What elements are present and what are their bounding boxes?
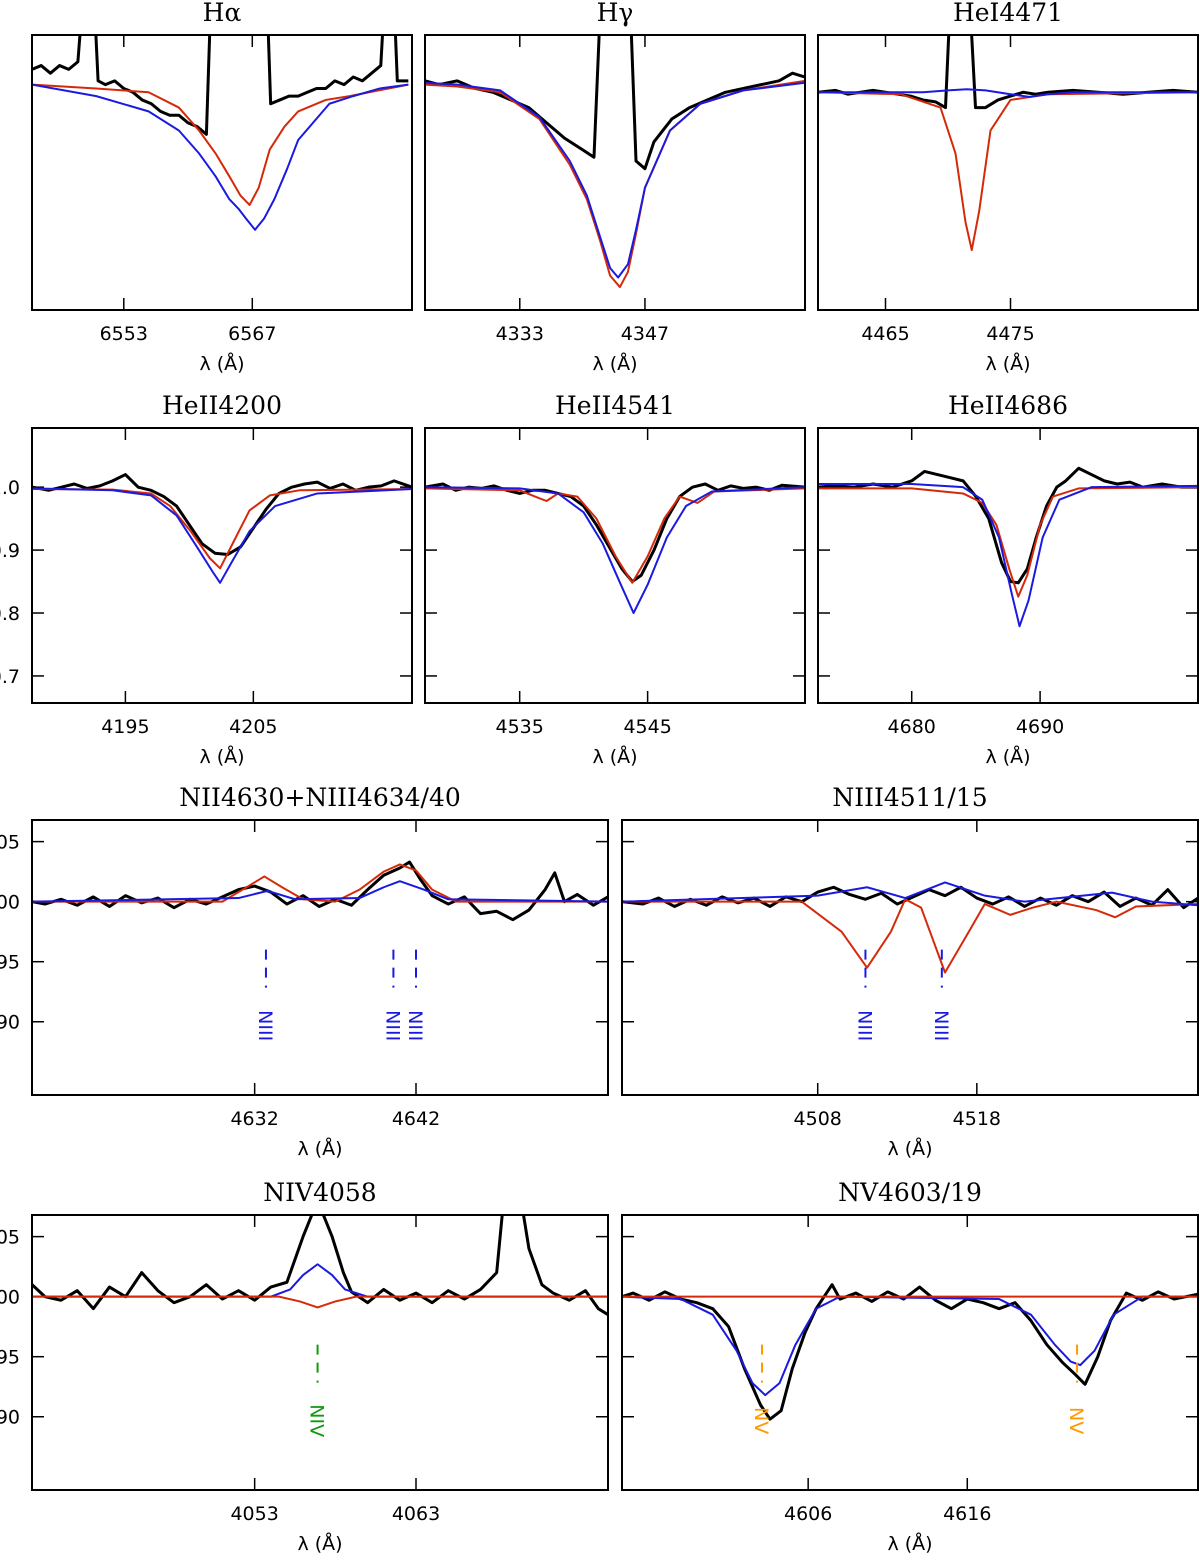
spectrum-line bbox=[32, 1295, 608, 1309]
x-tick-label: 4690 bbox=[1016, 716, 1064, 738]
x-tick-label: 4347 bbox=[621, 323, 669, 345]
plot-frame bbox=[817, 427, 1199, 704]
x-tick-label: 4063 bbox=[392, 1503, 440, 1525]
line-label: NIII bbox=[853, 1010, 875, 1041]
spectrum-line bbox=[32, 35, 409, 136]
x-tick-label: 4475 bbox=[986, 323, 1034, 345]
spectrum-line bbox=[32, 880, 608, 903]
x-axis-label: λ (Å) bbox=[199, 745, 244, 768]
y-tick-label: 0.7 bbox=[0, 666, 20, 688]
spectrum-line bbox=[32, 83, 409, 231]
x-tick-label: 4632 bbox=[230, 1108, 278, 1130]
x-axis-label: λ (Å) bbox=[985, 352, 1030, 375]
x-axis-label: λ (Å) bbox=[297, 1532, 342, 1555]
x-axis-label: λ (Å) bbox=[592, 352, 637, 375]
x-tick-label: 4205 bbox=[229, 716, 277, 738]
spectrum-line bbox=[32, 488, 412, 570]
x-tick-label: 4518 bbox=[953, 1108, 1001, 1130]
x-tick-label: 4053 bbox=[230, 1503, 278, 1525]
x-tick-label: 6553 bbox=[100, 323, 148, 345]
plot-frame bbox=[31, 819, 609, 1096]
x-axis-label: λ (Å) bbox=[887, 1532, 932, 1555]
spectrum-line bbox=[425, 81, 805, 279]
x-tick-label: 4195 bbox=[101, 716, 149, 738]
x-tick-label: 4642 bbox=[392, 1108, 440, 1130]
spectrum-line bbox=[622, 885, 1198, 910]
spectrum-line bbox=[818, 483, 1198, 628]
plot-frame bbox=[31, 34, 413, 311]
spectrum-line bbox=[622, 1283, 1198, 1421]
x-tick-label: 4333 bbox=[496, 323, 544, 345]
spectrum-line bbox=[32, 1263, 608, 1298]
x-tick-label: 4606 bbox=[784, 1503, 832, 1525]
spectrum-line bbox=[32, 487, 412, 584]
panel-title: Hα bbox=[203, 0, 242, 27]
spectrum-line bbox=[818, 91, 1198, 252]
line-label: NIII bbox=[404, 1010, 426, 1041]
panel-title: NIII4511/15 bbox=[832, 783, 987, 812]
spectrum-line bbox=[818, 466, 1198, 585]
spectrum-line bbox=[32, 1215, 608, 1316]
x-tick-label: 4616 bbox=[943, 1503, 991, 1525]
x-axis-label: λ (Å) bbox=[985, 745, 1030, 768]
y-tick-label: 0.90 bbox=[0, 1407, 20, 1429]
plot-frame bbox=[817, 34, 1199, 311]
line-label: NV bbox=[750, 1407, 772, 1434]
x-tick-label: 4465 bbox=[861, 323, 909, 345]
spectrum-line bbox=[32, 860, 608, 922]
panel-title: HeI4471 bbox=[953, 0, 1063, 27]
line-label: NIII bbox=[381, 1010, 403, 1041]
panel-title: HeII4686 bbox=[948, 391, 1068, 420]
spectrum-line bbox=[818, 88, 1198, 98]
x-axis-label: λ (Å) bbox=[199, 352, 244, 375]
y-tick-label: 1.00 bbox=[0, 892, 20, 914]
x-tick-label: 4535 bbox=[496, 716, 544, 738]
spectrum-line bbox=[818, 486, 1198, 598]
x-tick-label: 6567 bbox=[228, 323, 276, 345]
spectrum-line bbox=[622, 1295, 1198, 1397]
y-tick-label: 0.95 bbox=[0, 952, 20, 974]
x-tick-label: 4508 bbox=[794, 1108, 842, 1130]
panel-title: NV4603/19 bbox=[838, 1178, 982, 1207]
y-tick-label: 1.00 bbox=[0, 1287, 20, 1309]
panel-title: NIV4058 bbox=[263, 1178, 376, 1207]
line-label: NV bbox=[1065, 1407, 1087, 1434]
x-axis-label: λ (Å) bbox=[887, 1137, 932, 1160]
x-tick-label: 4545 bbox=[623, 716, 671, 738]
panel-title: HeII4541 bbox=[555, 391, 675, 420]
y-tick-label: 0.90 bbox=[0, 1012, 20, 1034]
spectrum-line bbox=[425, 487, 805, 584]
x-axis-label: λ (Å) bbox=[592, 745, 637, 768]
plot-frame bbox=[31, 1214, 609, 1491]
line-label: NIV bbox=[306, 1404, 328, 1437]
panel-title: NII4630+NIII4634/40 bbox=[179, 783, 461, 812]
y-tick-label: 1.05 bbox=[0, 1227, 20, 1249]
plot-frame bbox=[424, 427, 806, 704]
spectrum-line bbox=[32, 83, 409, 206]
plot-frame bbox=[424, 34, 806, 311]
spectrum-line bbox=[622, 898, 1198, 974]
plot-frame bbox=[621, 819, 1199, 1096]
line-label: NIII bbox=[254, 1010, 276, 1041]
spectrum-line bbox=[425, 482, 805, 584]
y-tick-label: 0.9 bbox=[0, 540, 20, 562]
y-tick-label: 1.05 bbox=[0, 832, 20, 854]
spectrum-line bbox=[425, 486, 805, 615]
spectrum-line bbox=[425, 79, 805, 289]
plot-frame bbox=[31, 427, 413, 704]
x-axis-label: λ (Å) bbox=[297, 1137, 342, 1160]
plot-frame bbox=[621, 1214, 1199, 1491]
y-tick-label: 1.0 bbox=[0, 477, 20, 499]
spectrum-line bbox=[32, 473, 412, 556]
panel-title: HeII4200 bbox=[162, 391, 282, 420]
x-tick-label: 4680 bbox=[888, 716, 936, 738]
panel-title: Hγ bbox=[597, 0, 634, 27]
y-tick-label: 0.8 bbox=[0, 603, 20, 625]
spectrum-line bbox=[32, 863, 608, 903]
line-label: NIII bbox=[930, 1010, 952, 1041]
y-tick-label: 0.95 bbox=[0, 1347, 20, 1369]
spectrum-line bbox=[622, 881, 1198, 907]
